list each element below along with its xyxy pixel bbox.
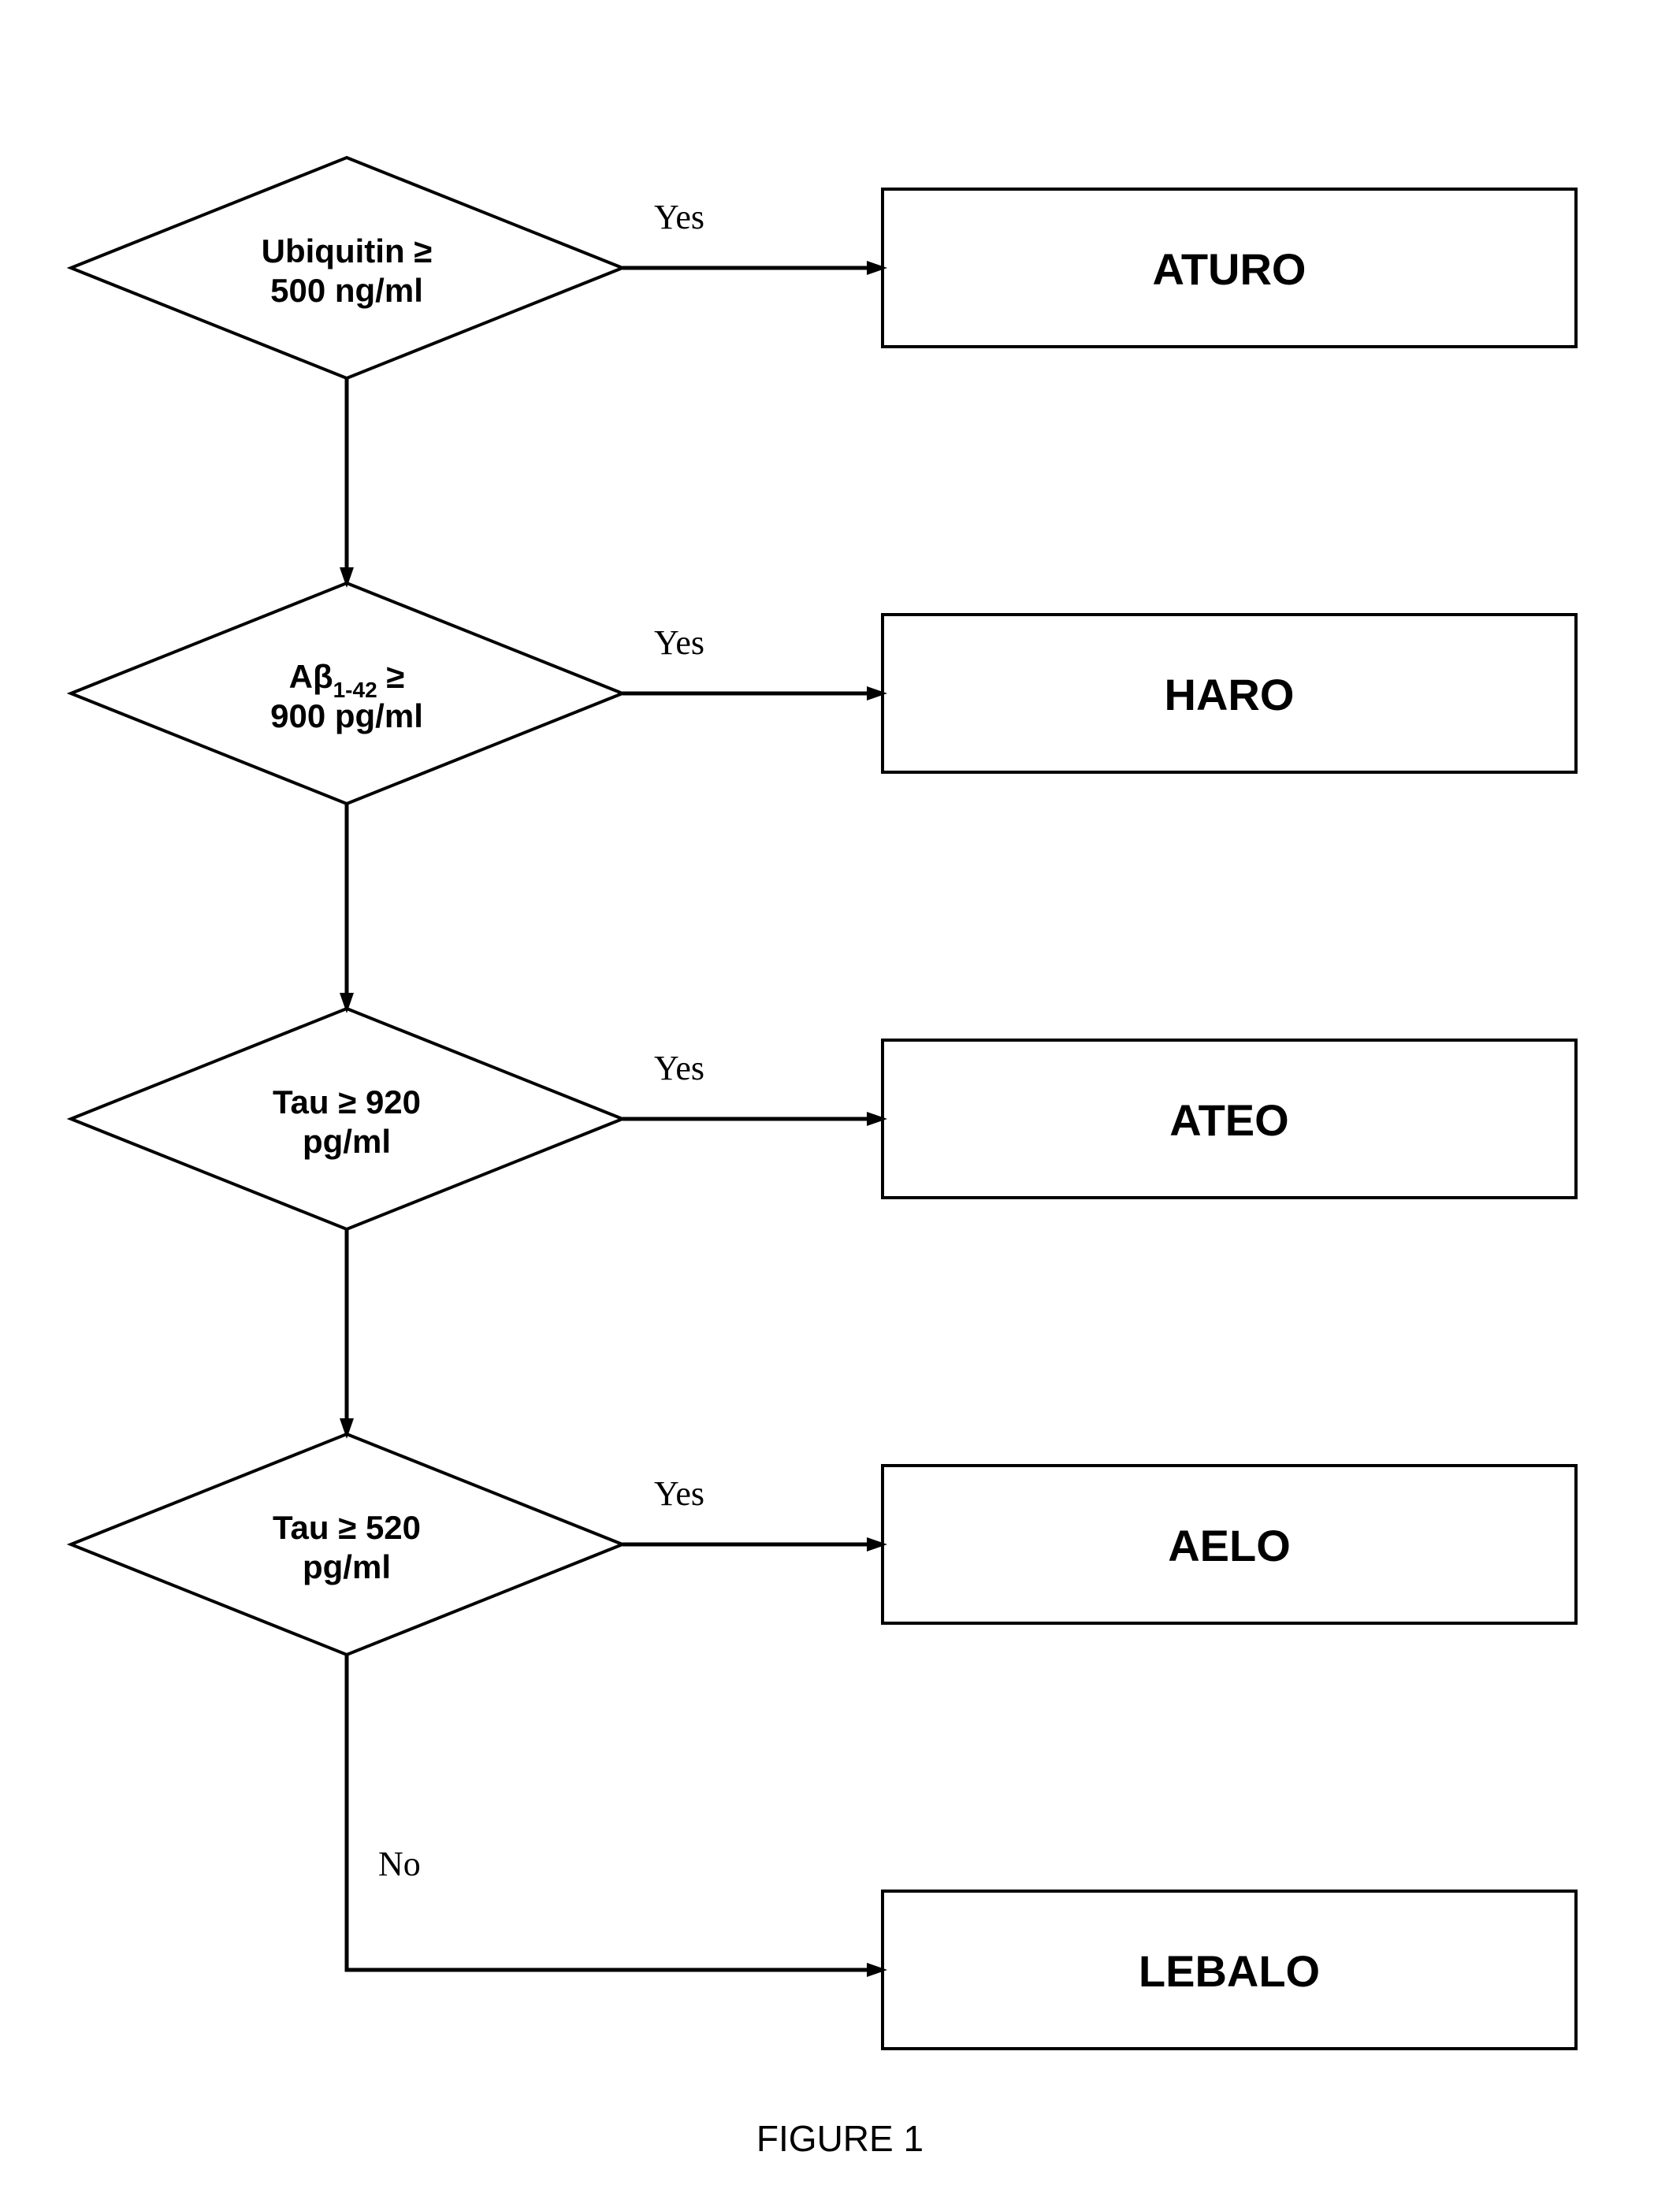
result-label-b1: ATURO — [1153, 244, 1306, 294]
decision-label-d4: Tau ≥ 520 — [273, 1509, 421, 1546]
decision-label-d3: Tau ≥ 920 — [273, 1083, 421, 1120]
decision-label-d1: Ubiquitin ≥ — [262, 232, 433, 269]
edge-no — [347, 1655, 883, 1970]
figure-caption: FIGURE 1 — [756, 2118, 924, 2159]
result-label-b2: HARO — [1165, 670, 1295, 719]
flowchart: Ubiquitin ≥500 ng/mlAβ1-42 ≥900 pg/mlTau… — [71, 158, 1576, 2159]
result-label-b4: AELO — [1168, 1521, 1291, 1570]
edge-yes-label-d3: Yes — [654, 1049, 704, 1087]
edge-no-label: No — [378, 1845, 421, 1883]
result-label-b3: ATEO — [1169, 1095, 1288, 1145]
edge-yes-label-d4: Yes — [654, 1474, 704, 1513]
result-label-b5: LEBALO — [1139, 1946, 1320, 1996]
decision-label2-d1: 500 ng/ml — [270, 272, 423, 309]
decision-label2-d4: pg/ml — [303, 1548, 391, 1585]
edge-yes-label-d1: Yes — [654, 198, 704, 236]
decision-label2-d2: 900 pg/ml — [270, 697, 423, 734]
decision-label2-d3: pg/ml — [303, 1123, 391, 1160]
edge-yes-label-d2: Yes — [654, 623, 704, 662]
